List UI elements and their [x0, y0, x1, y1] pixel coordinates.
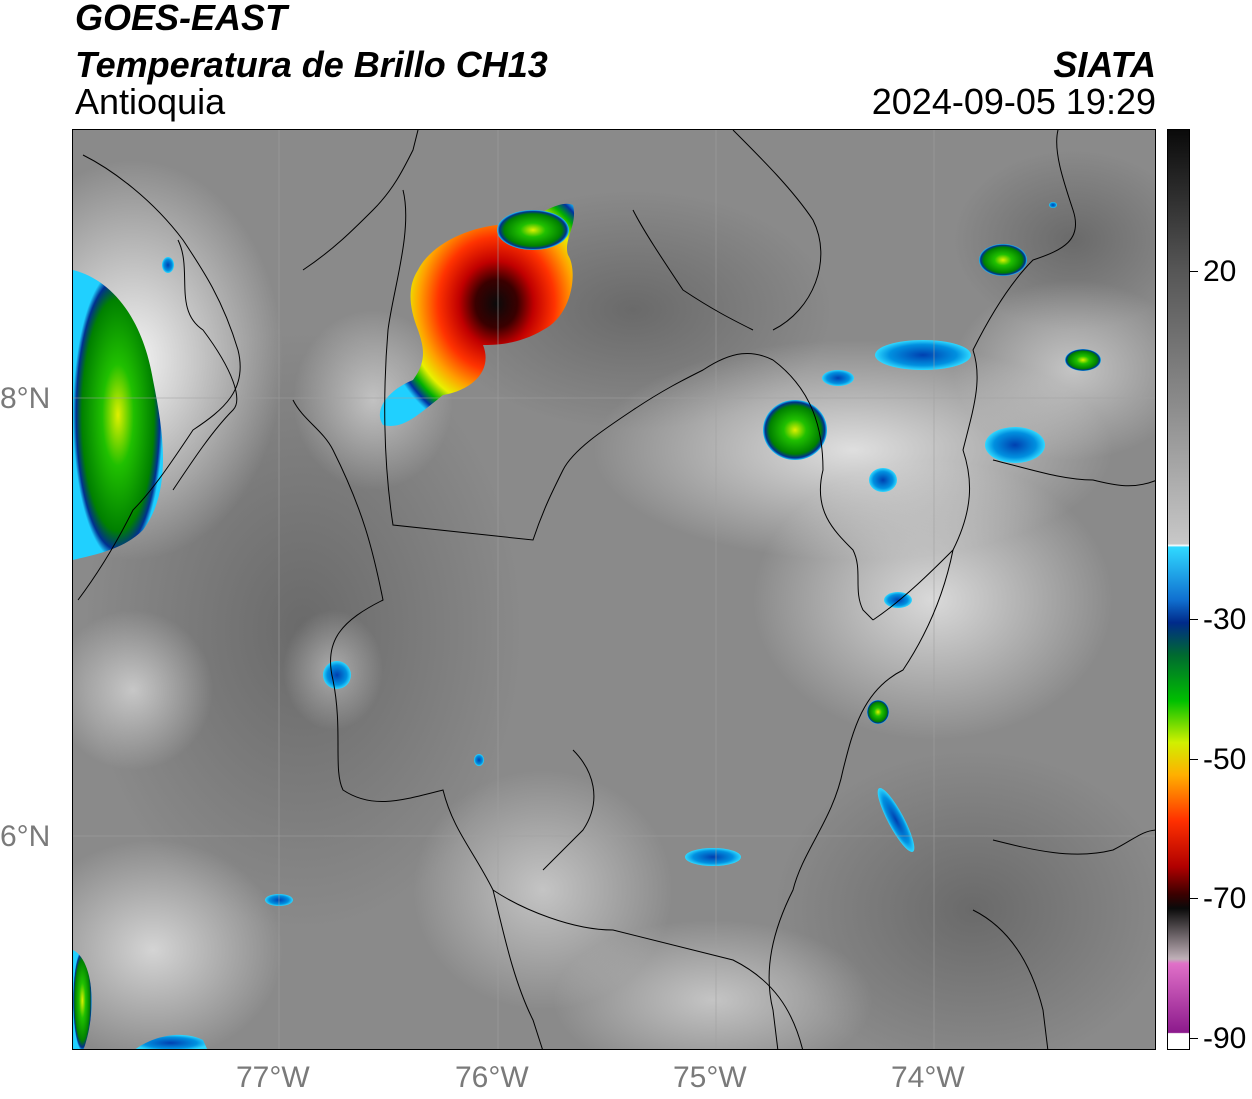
cold-cloud — [822, 370, 854, 386]
convective-cell-far-east — [1065, 349, 1101, 371]
map-canvas — [73, 130, 1155, 1049]
colorbar-tick — [1190, 1038, 1198, 1039]
lon-label-77w: 77°W — [236, 1061, 310, 1094]
convective-cell-southeast — [867, 700, 889, 724]
cirrus-cloud — [293, 310, 453, 490]
satellite-map[interactable] — [72, 129, 1156, 1050]
cirrus-cloud — [553, 920, 873, 1049]
lon-label-74w: 74°W — [891, 1061, 965, 1094]
cold-cloud — [162, 257, 174, 273]
cold-cloud — [875, 340, 971, 370]
lon-label-75w: 75°W — [673, 1061, 747, 1094]
cold-cloud — [323, 661, 351, 689]
colorbar-label-minus90: -90 — [1203, 1022, 1247, 1055]
colorbar-tick — [1190, 619, 1198, 620]
colorbar-gradient — [1168, 130, 1189, 1049]
cold-cloud — [884, 592, 912, 608]
title-satellite: GOES-EAST — [75, 0, 288, 38]
colorbar-label-minus30: -30 — [1203, 603, 1247, 636]
colorbar — [1167, 129, 1190, 1050]
cold-cloud — [685, 848, 741, 866]
colorbar-label-minus50: -50 — [1203, 743, 1247, 776]
cirrus-cloud — [753, 460, 1113, 740]
cirrus-cloud — [73, 610, 213, 770]
colorbar-tick — [1190, 898, 1198, 899]
cloud-free-region — [773, 750, 1155, 1049]
graticule — [73, 130, 1155, 1049]
title-product: Temperatura de Brillo CH13 — [75, 44, 548, 85]
colorbar-label-minus70: -70 — [1203, 882, 1247, 915]
cold-cloud — [474, 754, 484, 766]
timestamp: 2024-09-05 19:29 — [871, 81, 1156, 122]
convective-cell-west — [73, 270, 163, 560]
cold-cloud-southwest — [135, 1034, 208, 1049]
lon-label-76w: 76°W — [455, 1061, 529, 1094]
convective-cell-east — [763, 400, 827, 460]
lat-label-8n: 8°N — [0, 382, 51, 415]
colorbar-label-20: 20 — [1203, 255, 1237, 288]
cirrus-cloud — [73, 840, 283, 1049]
colorbar-tick — [1190, 271, 1198, 272]
storm-cell-main-anvil — [497, 210, 569, 250]
colorbar-scale — [1168, 130, 1189, 1049]
boundaries — [77, 130, 1155, 1049]
cold-cloud — [869, 468, 897, 492]
lat-label-6n: 6°N — [0, 820, 51, 853]
org-label: SIATA — [1053, 44, 1156, 85]
colorbar-tick — [1190, 759, 1198, 760]
subtitle-region: Antioquia — [75, 81, 226, 122]
convective-cell-northeast — [979, 244, 1027, 276]
cirrus-cloud — [953, 280, 1155, 460]
cold-cloud — [985, 427, 1045, 463]
storm-cell-main — [379, 203, 575, 426]
cold-cloud — [1049, 202, 1057, 208]
convective-cell-southwest — [73, 950, 92, 1049]
